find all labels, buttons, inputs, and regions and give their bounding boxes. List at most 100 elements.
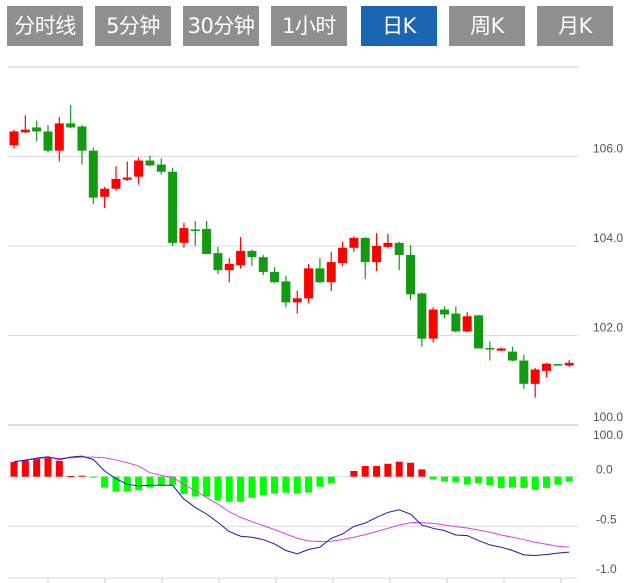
candle-body xyxy=(20,129,30,133)
macd-histogram-bar xyxy=(271,476,279,494)
y-tick-label: -0.5 xyxy=(596,512,617,526)
macd-histogram-bar xyxy=(350,470,358,477)
y-tick-label: 106.0 xyxy=(593,142,623,156)
candle-body xyxy=(406,254,416,295)
candle xyxy=(485,341,495,361)
candle-body xyxy=(258,257,268,272)
candle-body xyxy=(236,250,246,266)
macd-histogram-bar xyxy=(67,475,75,477)
candle-body xyxy=(32,127,42,132)
candle-body xyxy=(247,250,257,258)
candle xyxy=(417,292,427,347)
candle xyxy=(553,363,563,366)
candle-body xyxy=(451,313,461,332)
candle-body xyxy=(156,164,166,172)
candle-body xyxy=(190,229,200,231)
macd-histogram-bar xyxy=(44,457,52,477)
candle xyxy=(338,241,348,267)
candle xyxy=(360,237,370,280)
candle xyxy=(304,263,314,304)
macd-histogram-bar xyxy=(543,476,551,488)
tab-5min[interactable]: 5分钟 xyxy=(95,6,171,46)
y-tick-label: -1.0 xyxy=(596,562,617,576)
candle xyxy=(383,233,393,249)
candle xyxy=(100,186,110,208)
macd-histogram-bar xyxy=(418,469,426,477)
macd-histogram-bar xyxy=(157,476,165,485)
candle xyxy=(281,275,291,308)
candle-body xyxy=(111,178,121,189)
candle-body xyxy=(542,363,552,371)
candle-body xyxy=(145,160,155,166)
candle xyxy=(77,125,87,165)
macd-histogram-bar xyxy=(429,476,437,480)
macd-histogram-bar xyxy=(10,462,18,477)
candle-body xyxy=(224,263,234,271)
candle xyxy=(519,354,529,389)
macd-histogram-bar xyxy=(191,476,199,497)
candle xyxy=(168,167,178,246)
tab-daily-k[interactable]: 日K xyxy=(361,6,437,46)
candle-body xyxy=(9,131,19,146)
macd-histogram-bar xyxy=(395,461,403,477)
macd-histogram-bar xyxy=(497,476,505,488)
tab-1hour[interactable]: 1小时 xyxy=(271,6,347,46)
tab-intraday[interactable]: 分时线 xyxy=(7,6,83,46)
macd-histogram-bar xyxy=(237,476,245,502)
candle xyxy=(54,117,64,162)
candle xyxy=(270,267,280,284)
candle-body xyxy=(462,316,472,332)
candle xyxy=(326,251,336,292)
macd-histogram-bar xyxy=(225,476,233,502)
macd-histogram-bar xyxy=(475,476,483,484)
macd-histogram-bar xyxy=(78,475,86,477)
candle-body xyxy=(496,348,506,351)
macd-histogram-bar xyxy=(135,476,143,491)
candle xyxy=(258,254,268,276)
macd-histogram-bar xyxy=(407,462,415,477)
macd-histogram-bar xyxy=(441,476,449,482)
candle-body xyxy=(168,171,178,243)
candle-body xyxy=(530,369,540,384)
macd-histogram-bar xyxy=(384,463,392,477)
candle-body xyxy=(417,293,427,339)
macd-histogram-bar xyxy=(89,476,97,478)
macd-histogram-bar xyxy=(248,476,256,498)
candle-body xyxy=(304,268,314,299)
tab-monthly-k[interactable]: 月K xyxy=(537,6,613,46)
macd-histogram-bar xyxy=(452,476,460,483)
candle-body xyxy=(270,271,280,283)
tab-30min[interactable]: 30分钟 xyxy=(183,6,259,46)
candle-body xyxy=(202,228,212,255)
candle-body xyxy=(292,298,302,303)
y-tick-label: 104.0 xyxy=(593,231,623,245)
candle xyxy=(236,237,246,269)
candle-body xyxy=(179,228,189,243)
macd-histogram-bar xyxy=(203,476,211,497)
candle-body xyxy=(428,309,438,339)
candle xyxy=(428,307,438,343)
macd-histogram-bar xyxy=(282,476,290,493)
dea-line xyxy=(13,456,570,548)
candle-body xyxy=(349,237,359,248)
macd-histogram-bar xyxy=(21,460,29,477)
candle xyxy=(88,147,98,204)
candle-body xyxy=(213,253,223,271)
candle xyxy=(122,161,132,182)
candle xyxy=(496,347,506,352)
macd-top-label: 100.0 xyxy=(593,428,623,442)
candle-body xyxy=(383,242,393,247)
tab-weekly-k[interactable]: 周K xyxy=(449,6,525,46)
y-tick-label: 100.0 xyxy=(593,410,623,424)
candle-body xyxy=(134,160,144,177)
candle xyxy=(292,290,302,314)
macd-histogram-bar xyxy=(101,476,109,488)
candle xyxy=(394,241,404,271)
macd-histogram-bar xyxy=(565,476,573,482)
candle xyxy=(32,120,42,142)
macd-histogram-bar xyxy=(531,476,539,490)
macd-histogram-bar xyxy=(486,476,494,486)
macd-histogram-bar xyxy=(554,476,562,485)
candle xyxy=(213,246,223,275)
dif-line xyxy=(13,455,570,556)
